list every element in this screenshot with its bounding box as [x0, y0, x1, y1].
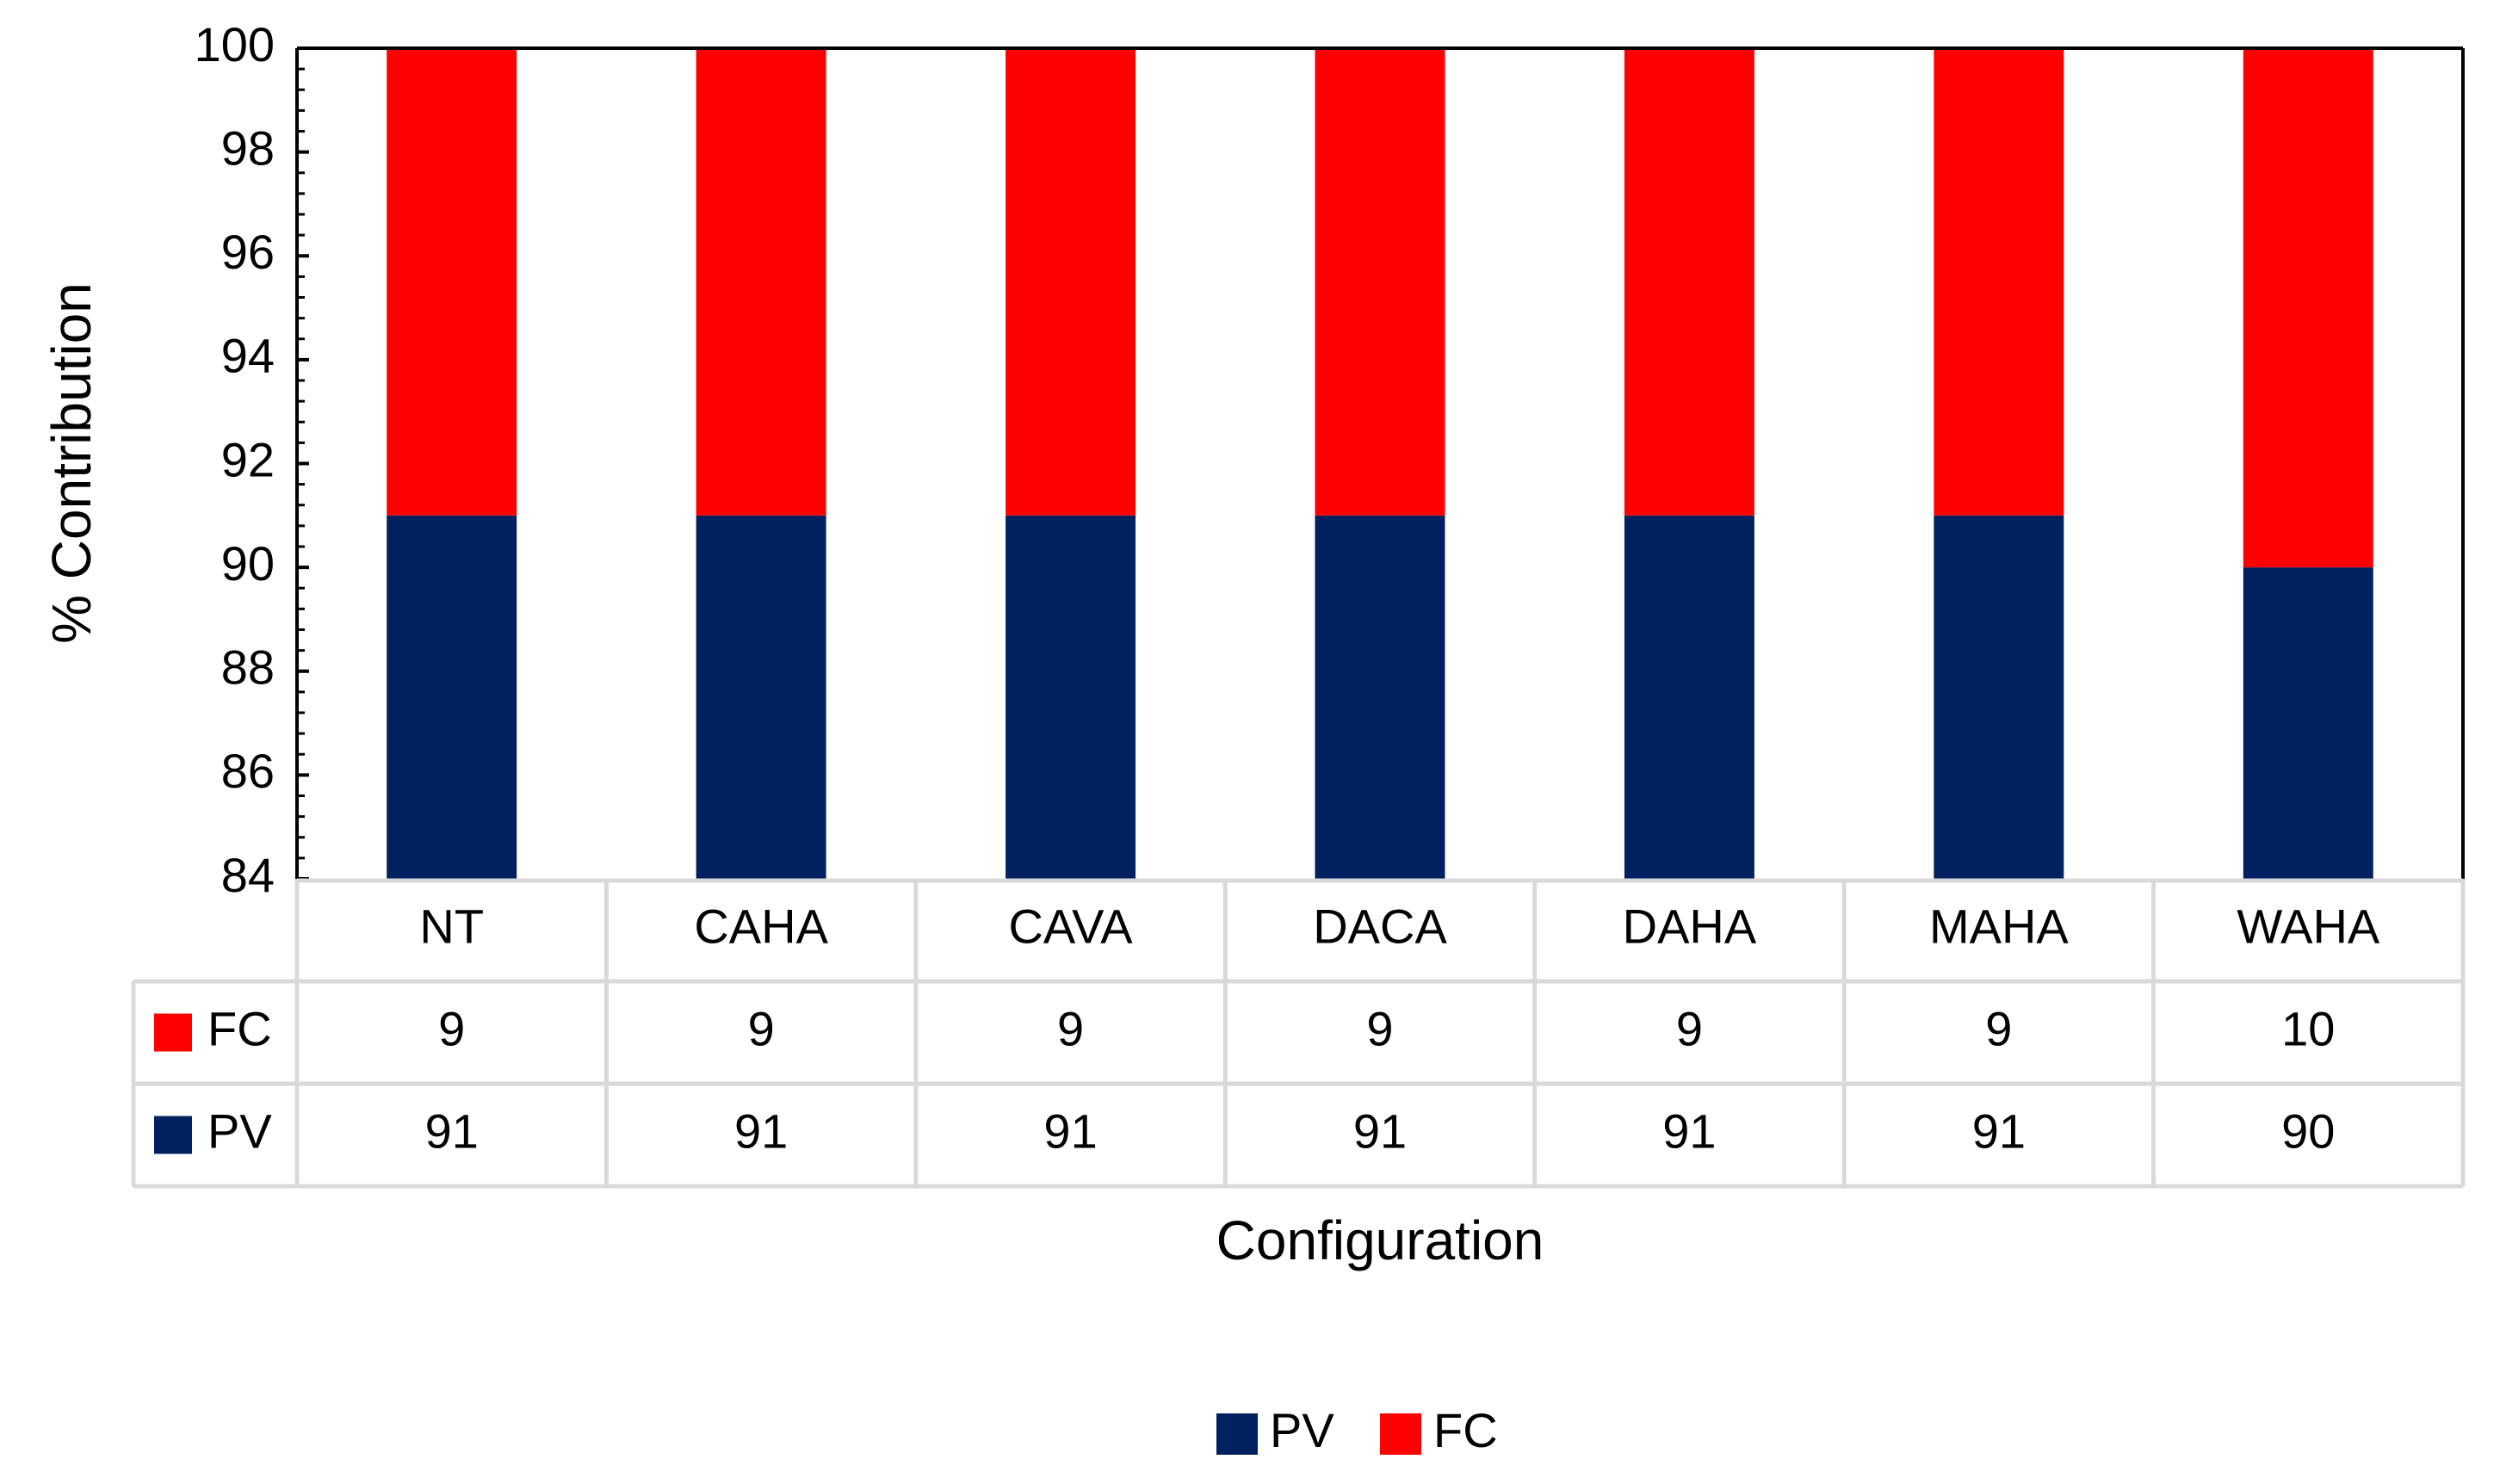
x-tick-label: CAVA: [1008, 899, 1133, 953]
data-label: 9: [1057, 1001, 1084, 1055]
x-axis-title: Configuration: [1216, 1209, 1544, 1271]
bar-segment: [1005, 515, 1136, 879]
legend-key: [1216, 1413, 1258, 1455]
bar-segment: [387, 515, 517, 879]
data-label: 91: [734, 1104, 788, 1158]
data-label: 91: [1353, 1104, 1407, 1158]
data-label: 10: [2281, 1001, 2335, 1055]
table-legend-key: [154, 1013, 192, 1052]
y-tick-label: 86: [221, 744, 275, 798]
y-axis-title: % Contribution: [40, 282, 102, 644]
data-label: 91: [1043, 1104, 1097, 1158]
data-label: 90: [2281, 1104, 2335, 1158]
table-row-label: FC: [207, 1001, 272, 1055]
table-legend-key: [154, 1116, 192, 1154]
legend-key: [1380, 1413, 1421, 1455]
bar-segment: [1315, 48, 1445, 516]
y-tick-label: 100: [195, 17, 275, 71]
bar-segment: [1624, 515, 1754, 879]
table-row-label: PV: [207, 1104, 272, 1158]
bar-segment: [1315, 515, 1445, 879]
x-tick-label: DAHA: [1623, 899, 1757, 953]
data-label: 91: [1972, 1104, 2026, 1158]
legend-label: PV: [1270, 1403, 1334, 1457]
x-tick-label: CAHA: [694, 899, 828, 953]
data-label: 9: [1366, 1001, 1393, 1055]
y-tick-label: 92: [221, 432, 275, 486]
bar-segment: [1934, 515, 2064, 879]
bar-segment: [1934, 48, 2064, 516]
y-tick-label: 96: [221, 225, 275, 279]
data-label: 91: [1662, 1104, 1716, 1158]
x-tick-label: MAHA: [1929, 899, 2069, 953]
y-tick-label: 90: [221, 536, 275, 591]
data-label: 9: [438, 1001, 465, 1055]
data-label: 9: [1676, 1001, 1703, 1055]
data-label: 91: [425, 1104, 479, 1158]
y-tick-label: 98: [221, 121, 275, 175]
y-tick-label: 84: [221, 848, 275, 902]
x-tick-label: DACA: [1313, 899, 1447, 953]
bar-segment: [387, 48, 517, 516]
legend-label: FC: [1433, 1403, 1498, 1457]
bar-segment: [696, 48, 826, 516]
data-label: 9: [1985, 1001, 2012, 1055]
bar-segment: [2243, 567, 2373, 879]
x-tick-label: WAHA: [2237, 899, 2380, 953]
bar-segment: [1624, 48, 1754, 516]
bar-segment: [696, 515, 826, 879]
y-tick-label: 94: [221, 329, 275, 383]
bar-segment: [2243, 48, 2373, 568]
bar-segment: [1005, 48, 1136, 516]
y-tick-label: 88: [221, 640, 275, 695]
x-tick-label: NT: [419, 899, 484, 953]
data-label: 9: [748, 1001, 775, 1055]
